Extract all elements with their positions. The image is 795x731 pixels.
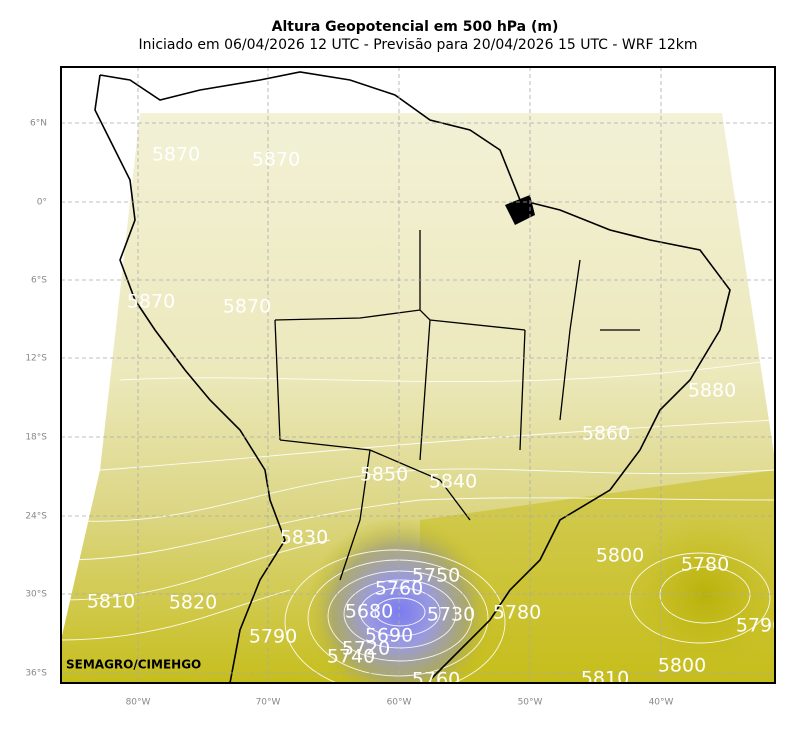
lat-label: 12°S bbox=[25, 354, 47, 364]
contour-labels: 5870 5870 5870 5870 5880 5860 5850 5840 … bbox=[87, 144, 784, 691]
contour-label: 5800 bbox=[658, 655, 706, 677]
contour-label: 5760 bbox=[375, 578, 423, 600]
contour-label: 5830 bbox=[280, 527, 328, 549]
contour-label: 5780 bbox=[493, 602, 541, 624]
coastline bbox=[94, 71, 731, 683]
contour-label: 5810 bbox=[87, 591, 135, 613]
contour-label: 5750 bbox=[412, 565, 460, 587]
contour-label: 5720 bbox=[342, 638, 390, 660]
contour-label: 5870 bbox=[152, 144, 200, 166]
contour-label: 5680 bbox=[345, 601, 393, 623]
borders bbox=[274, 230, 640, 581]
frame bbox=[60, 66, 776, 684]
lon-label: 60°W bbox=[387, 698, 412, 708]
contour-label: 5800 bbox=[596, 545, 644, 567]
lon-label: 80°W bbox=[126, 698, 151, 708]
lat-label: 18°S bbox=[25, 433, 47, 443]
contour-label: 5820 bbox=[169, 592, 217, 614]
cyclone bbox=[61, 470, 775, 683]
contour-label: 5870 bbox=[252, 149, 300, 171]
contour-label: 5870 bbox=[127, 291, 175, 313]
lon-label: 70°W bbox=[256, 698, 281, 708]
contour-label: 5730 bbox=[427, 604, 475, 626]
contour-label: 5810 bbox=[581, 668, 629, 690]
contour-label: 5860 bbox=[582, 423, 630, 445]
contour-label: 5790 bbox=[736, 615, 784, 637]
title: Altura Geopotencial em 500 hPa (m) bbox=[272, 19, 559, 35]
map-area: 5870 5870 5870 5870 5880 5860 5850 5840 … bbox=[61, 67, 784, 691]
subtitle: Iniciado em 06/04/2026 12 UTC - Previsão… bbox=[138, 37, 697, 53]
lat-label: 6°N bbox=[30, 119, 47, 129]
lon-label: 40°W bbox=[649, 698, 674, 708]
lat-label: 36°S bbox=[25, 669, 47, 679]
contour-label: 5740 bbox=[327, 646, 375, 668]
contour-label: 5850 bbox=[360, 464, 408, 486]
lat-label: 30°S bbox=[25, 590, 47, 600]
contours bbox=[61, 359, 775, 683]
lat-label: 6°S bbox=[31, 276, 47, 286]
contour-label: 5790 bbox=[249, 626, 297, 648]
contour-label: 5880 bbox=[688, 380, 736, 402]
contour-label: 5780 bbox=[681, 554, 729, 576]
contour-label: 5690 bbox=[365, 625, 413, 647]
island bbox=[505, 195, 535, 225]
graticule bbox=[61, 67, 775, 683]
credit: SEMAGRO/CIMEHGO bbox=[66, 658, 201, 672]
lat-label: 24°S bbox=[25, 512, 47, 522]
lat-labels: 6°N 0° 6°S 12°S 18°S 24°S 30°S 36°S bbox=[25, 119, 47, 679]
contour-label: 5840 bbox=[429, 471, 477, 493]
lon-labels: 80°W 70°W 60°W 50°W 40°W bbox=[126, 698, 674, 708]
contour-label: 5870 bbox=[223, 296, 271, 318]
contour-label: 5760 bbox=[412, 669, 460, 691]
lon-label: 50°W bbox=[518, 698, 543, 708]
lat-label: 0° bbox=[37, 198, 47, 208]
